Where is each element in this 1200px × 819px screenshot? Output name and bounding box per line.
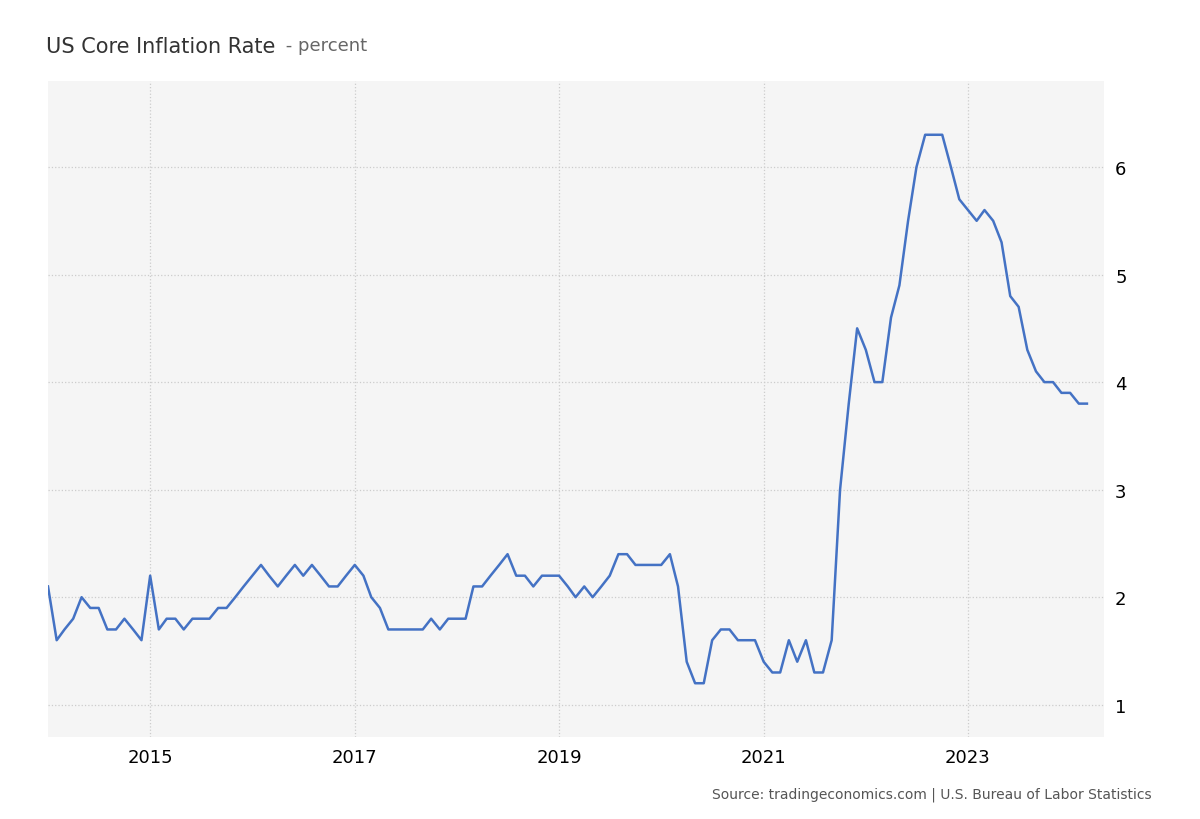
Text: US Core Inflation Rate: US Core Inflation Rate <box>46 37 275 57</box>
Text: - percent: - percent <box>280 37 367 55</box>
Text: Source: tradingeconomics.com | U.S. Bureau of Labor Statistics: Source: tradingeconomics.com | U.S. Bure… <box>713 786 1152 801</box>
